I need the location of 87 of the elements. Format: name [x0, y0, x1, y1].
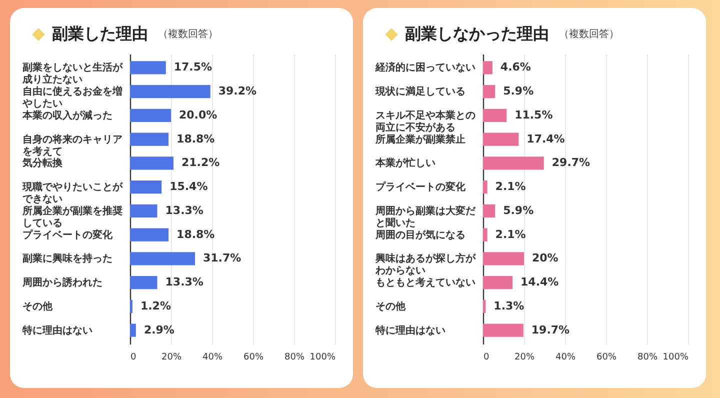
- y-tick-label: 副業をしないと生活が成り立たない: [22, 62, 124, 86]
- y-tick-label: 現状に満足している: [374, 86, 466, 98]
- x-tick-label: 100%: [310, 352, 336, 362]
- y-tick-label: 所属企業が副業禁止: [374, 133, 466, 146]
- bar: [483, 85, 496, 98]
- bar: [130, 85, 210, 98]
- bar: [130, 108, 171, 122]
- y-tick-label: 自身の将来のキャリアを考えて: [22, 133, 122, 158]
- x-tick-label: 0: [484, 352, 490, 362]
- y-tick-label: 自由に使えるお金を増やしたい: [22, 86, 122, 110]
- bar: [130, 276, 158, 290]
- y-tick-label: 周囲から誘われた: [22, 276, 102, 289]
- data-label: 31.7%: [202, 252, 242, 265]
- bar: [483, 108, 507, 122]
- data-label: 20.0%: [179, 108, 218, 122]
- data-label: 18.8%: [176, 228, 215, 241]
- data-label: 4.6%: [500, 60, 531, 74]
- bar: [483, 61, 492, 74]
- data-label: 1.2%: [140, 299, 171, 312]
- chart-subtitle: （複数回答）: [158, 28, 218, 41]
- data-label: 2.9%: [144, 323, 174, 336]
- data-label: 5.9%: [503, 204, 534, 217]
- y-tick-label: 周囲の目が気になる: [374, 228, 466, 241]
- data-label: 21.2%: [181, 156, 220, 170]
- bar: [130, 61, 166, 74]
- x-tick-label: 60%: [243, 352, 264, 362]
- bar: [130, 156, 174, 170]
- x-tick-label: 20%: [514, 352, 535, 362]
- y-tick-label: その他: [22, 300, 54, 312]
- y-tick-label: その他: [376, 300, 406, 312]
- x-tick-label: 0: [130, 352, 136, 362]
- bar: [483, 276, 513, 290]
- data-label: 1.3%: [494, 299, 524, 312]
- chart-subtitle: （複数回答）: [559, 28, 619, 41]
- bar: [483, 252, 524, 266]
- x-tick-label: 80%: [637, 352, 658, 362]
- x-tick-label: 60%: [596, 352, 617, 362]
- y-tick-label: プライベートの変化: [22, 228, 114, 241]
- y-tick-label: 特に理由はない: [374, 324, 446, 336]
- bar: [130, 180, 162, 194]
- data-label: 14.4%: [520, 276, 559, 289]
- data-label: 5.9%: [503, 84, 534, 98]
- y-tick-label: 経済的に困っていない: [374, 62, 476, 74]
- y-tick-label: 現職でやりたいことができない: [22, 181, 124, 206]
- data-label: 18.8%: [176, 132, 215, 146]
- bar: [483, 228, 488, 242]
- data-label: 17.4%: [526, 132, 565, 146]
- y-tick-label: スキル不足や本業との両立に不安がある: [376, 109, 476, 134]
- y-tick-label: 特に理由はない: [22, 324, 92, 336]
- data-label: 2.1%: [495, 180, 526, 194]
- bar: [130, 204, 158, 218]
- x-tick-label: 100%: [662, 352, 689, 362]
- bar: [130, 324, 136, 337]
- y-tick-label: 副業に興味を持った: [22, 252, 112, 265]
- bar: [130, 132, 169, 146]
- y-tick-label: プライベートの変化: [376, 181, 466, 194]
- bar: [483, 300, 486, 313]
- y-tick-label: 興味はあるが探し方がわからない: [374, 252, 476, 277]
- bar: [483, 156, 544, 170]
- y-tick-label: 所属企業が副業を推奨している: [22, 204, 122, 229]
- data-label: 2.1%: [495, 228, 526, 241]
- data-label: 19.7%: [531, 323, 570, 336]
- y-tick-label: 本業が忙しい: [374, 157, 436, 170]
- bar: [483, 324, 524, 337]
- data-label: 39.2%: [218, 84, 257, 98]
- chart-title: 副業しなかった理由: [405, 24, 549, 44]
- bar: [130, 252, 195, 266]
- bar: [483, 132, 519, 146]
- bar: [483, 204, 496, 218]
- bar: [130, 228, 169, 242]
- x-tick-label: 80%: [284, 352, 305, 362]
- x-tick-label: 40%: [202, 352, 223, 362]
- data-label: 17.5%: [174, 60, 212, 74]
- data-label: 20%: [532, 252, 558, 265]
- data-label: 29.7%: [552, 156, 590, 170]
- chart-title: 副業した理由: [52, 24, 148, 44]
- y-tick-label: もともと考えていない: [376, 276, 476, 289]
- data-label: 13.3%: [165, 204, 204, 217]
- y-tick-label: 周囲から副業は大変だと聞いた: [374, 204, 476, 229]
- data-label: 15.4%: [170, 180, 208, 194]
- x-tick-label: 40%: [555, 352, 576, 362]
- x-tick-label: 20%: [161, 352, 182, 362]
- y-tick-label: 本業の収入が減った: [22, 109, 112, 122]
- data-label: 11.5%: [514, 108, 553, 122]
- y-tick-label: 気分転換: [22, 157, 64, 170]
- data-label: 13.3%: [165, 276, 204, 289]
- bar: [483, 180, 488, 194]
